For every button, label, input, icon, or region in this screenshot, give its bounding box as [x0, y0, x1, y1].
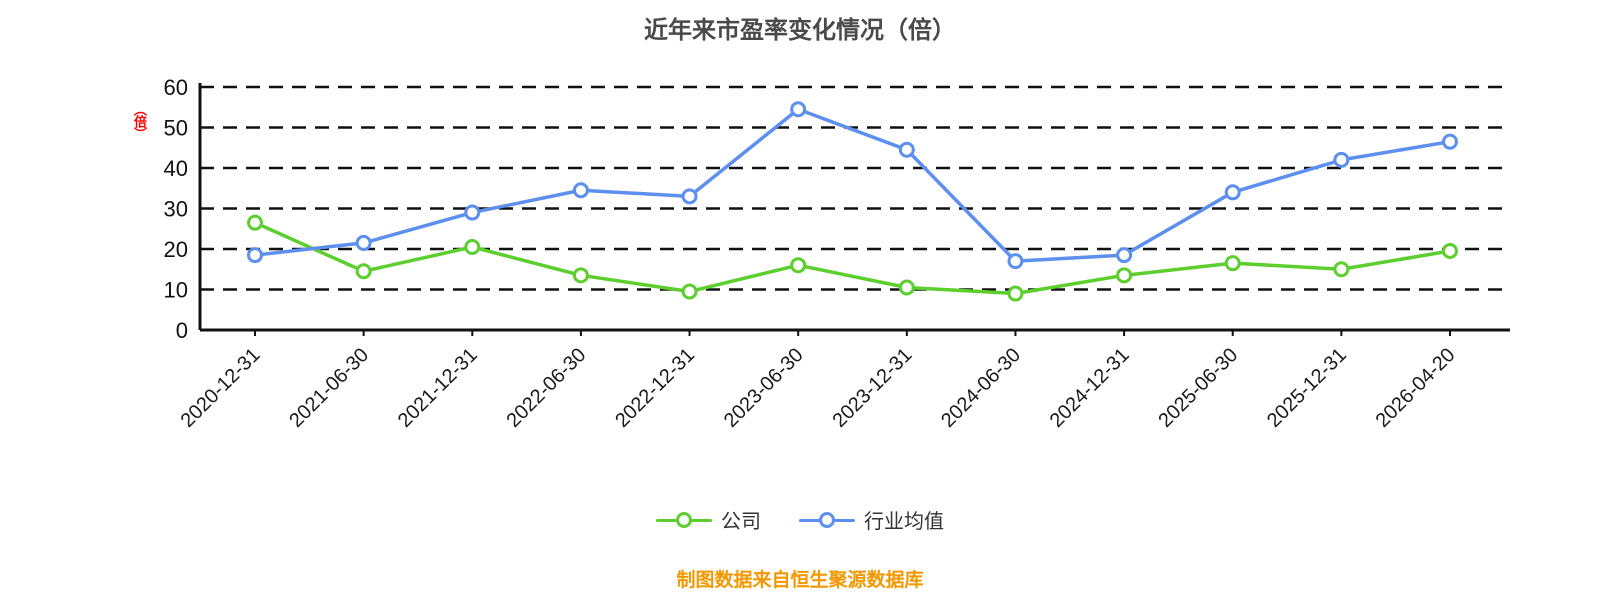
svg-text:2024-06-30: 2024-06-30 — [937, 344, 1025, 432]
legend-item-industry-average[interactable]: 行业均值 — [799, 505, 944, 534]
svg-text:2021-06-30: 2021-06-30 — [285, 344, 373, 432]
svg-text:2023-06-30: 2023-06-30 — [720, 344, 808, 432]
svg-text:2024-12-31: 2024-12-31 — [1046, 344, 1134, 432]
industry-series-marker-icon — [799, 511, 855, 529]
svg-text:10: 10 — [164, 278, 188, 303]
svg-text:50: 50 — [164, 116, 188, 141]
svg-text:2026-04-20: 2026-04-20 — [1372, 344, 1460, 432]
svg-text:2022-12-31: 2022-12-31 — [611, 344, 699, 432]
page-title: 近年来市盈率变化情况（倍） — [644, 17, 956, 44]
svg-text:40: 40 — [164, 156, 188, 181]
y-axis-unit-label: （倍） — [132, 103, 147, 139]
svg-text:20: 20 — [164, 237, 188, 262]
data-source-note: 制图数据来自恒生聚源数据库 — [676, 570, 924, 591]
svg-text:30: 30 — [164, 197, 188, 222]
svg-text:2022-06-30: 2022-06-30 — [503, 344, 591, 432]
svg-text:2020-12-31: 2020-12-31 — [177, 344, 265, 432]
legend-label-company: 公司 — [721, 511, 761, 533]
svg-text:0: 0 — [176, 318, 188, 343]
svg-text:2021-12-31: 2021-12-31 — [394, 344, 482, 432]
svg-text:60: 60 — [164, 75, 188, 100]
svg-text:2025-12-31: 2025-12-31 — [1263, 344, 1351, 432]
legend-item-company[interactable]: 公司 — [656, 505, 761, 534]
company-series-marker-icon — [656, 511, 712, 529]
svg-text:2025-06-30: 2025-06-30 — [1154, 344, 1242, 432]
legend-label-industry-average: 行业均值 — [864, 511, 944, 533]
chart-legend: 公司 行业均值 — [0, 505, 1600, 534]
svg-text:2023-12-31: 2023-12-31 — [828, 344, 916, 432]
